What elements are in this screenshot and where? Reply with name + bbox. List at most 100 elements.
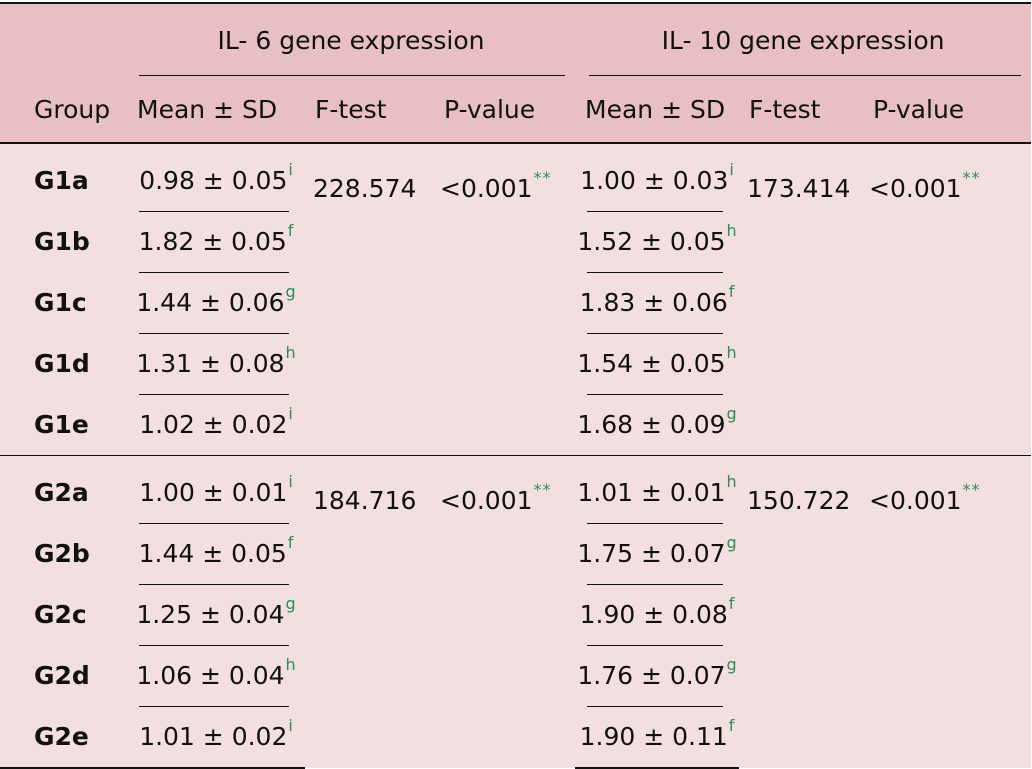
table-row: G1e 1.02 ± 0.02i 1.68 ± 0.09g — [0, 394, 1031, 456]
il6-pvalue-cell: <0.001** — [434, 150, 576, 456]
il6-mean-cell: 1.25 ± 0.04g — [127, 584, 305, 645]
il10-mean-cell: 1.00 ± 0.03i — [575, 150, 740, 211]
il6-significance-letter: h — [285, 655, 296, 674]
il10-significance-letter: h — [726, 472, 737, 491]
il6-mean-cell: 1.44 ± 0.05f — [127, 523, 305, 584]
il6-pvalue: <0.001 — [440, 174, 533, 203]
il10-mean-cell: 1.54 ± 0.05h — [575, 333, 740, 394]
il6-header-rule — [139, 75, 566, 76]
row-rule — [139, 272, 289, 273]
il6-mean-value: 1.25 ± 0.04 — [136, 600, 285, 629]
table-row: G1b 1.82 ± 0.05f 1.52 ± 0.05h — [0, 211, 1031, 272]
table-row: G2a 1.00 ± 0.01i 184.716 <0.001** 1.01 ± 0.0… — [0, 462, 1032, 768]
group-name: G2a — [0, 462, 127, 523]
il6-significance-letter: i — [288, 404, 293, 423]
group-name: G1d — [0, 333, 127, 394]
col-header-il6-pvalue: P-value — [434, 76, 576, 143]
row-rule — [139, 394, 289, 395]
il6-title: IL- 6 gene expression — [217, 25, 485, 55]
il10-mean-cell: 1.52 ± 0.05h — [575, 211, 740, 272]
il6-mean-value: 1.44 ± 0.06 — [136, 288, 285, 317]
il10-mean-value: 1.52 ± 0.05 — [577, 227, 726, 256]
il10-mean-cell: 1.76 ± 0.07g — [575, 645, 740, 706]
il6-ftest-value: 184.716 — [305, 462, 434, 768]
group-name: G2c — [0, 584, 127, 645]
il6-significance-letter: i — [288, 716, 293, 735]
il6-mean-value: 1.01 ± 0.02 — [139, 722, 288, 751]
il6-significance-letter: i — [288, 160, 293, 179]
il10-mean-cell: 1.01 ± 0.01h — [575, 462, 740, 523]
il10-mean-cell: 1.90 ± 0.11f — [575, 706, 740, 769]
row-rule — [587, 211, 724, 212]
row-rule — [139, 333, 289, 334]
il6-mean-cell: 1.06 ± 0.04h — [127, 645, 305, 706]
il6-mean-cell: 1.31 ± 0.08h — [127, 333, 305, 394]
col-header-il10-mean: Mean ± SD — [575, 76, 740, 143]
il6-mean-value: 1.44 ± 0.05 — [138, 539, 287, 568]
il6-significance-letter: f — [287, 533, 294, 552]
group-name: G2d — [0, 645, 127, 706]
il6-mean-cell: 1.01 ± 0.02i — [127, 706, 305, 769]
spacer-cell — [0, 455, 1032, 462]
il6-significance-letter: i — [288, 472, 293, 491]
table-header: IL- 6 gene expression IL- 10 gene expres… — [0, 3, 1032, 143]
il10-mean-cell: 1.83 ± 0.06f — [575, 272, 740, 333]
group-name: G2e — [0, 706, 127, 769]
il6-pvalue: <0.001 — [440, 486, 533, 515]
group-name: G1c — [0, 272, 127, 333]
il10-significance-letter: f — [728, 716, 735, 735]
row-rule — [587, 706, 724, 707]
il10-significance-letter: i — [729, 160, 734, 179]
il6-significance-letter: g — [285, 282, 296, 301]
il10-pvalue: <0.001 — [869, 174, 962, 203]
il6-significance-letter: g — [285, 594, 296, 613]
il6-ftest-value: 228.574 — [305, 150, 434, 456]
il10-header: IL- 10 gene expression — [575, 3, 1032, 76]
il10-mean-cell: 1.68 ± 0.09g — [575, 394, 740, 456]
row-rule — [587, 523, 724, 524]
il10-significance-letter: g — [726, 533, 737, 552]
il10-header-rule — [589, 75, 1022, 76]
il10-mean-value: 1.83 ± 0.06 — [579, 288, 728, 317]
row-rule — [139, 523, 289, 524]
il10-ftest-value: 150.722 — [739, 462, 864, 768]
row-rule — [587, 394, 724, 395]
spacer-cell — [0, 143, 1032, 150]
table-row: G1a 0.98 ± 0.05i 228.574 <0.001** 1.00 ± 0.0… — [0, 150, 1032, 456]
il6-pvalue-cell: <0.001** — [434, 462, 576, 768]
il10-significance-stars: ** — [962, 480, 981, 499]
il6-mean-value: 1.06 ± 0.04 — [136, 661, 285, 690]
group-name: G1e — [0, 394, 127, 456]
table-row: G2b 1.44 ± 0.05f 1.75 ± 0.07g — [0, 523, 1031, 584]
il6-significance-stars: ** — [533, 480, 552, 499]
il10-mean-value: 1.68 ± 0.09 — [577, 410, 726, 439]
group-spacer — [0, 143, 1032, 150]
col-header-il10-ftest: F-test — [739, 76, 864, 143]
il6-mean-value: 1.31 ± 0.08 — [136, 349, 285, 378]
il10-ftest-value: 173.414 — [739, 150, 864, 456]
table-row: G1c 1.44 ± 0.06g 1.83 ± 0.06f — [0, 272, 1031, 333]
row-rule — [587, 584, 724, 585]
row-rule — [139, 706, 289, 707]
il10-mean-value: 1.54 ± 0.05 — [577, 349, 726, 378]
il6-significance-letter: f — [287, 221, 294, 240]
il10-title: IL- 10 gene expression — [661, 25, 945, 55]
il6-mean-cell: 1.82 ± 0.05f — [127, 211, 305, 272]
col-header-il10-pvalue: P-value — [863, 76, 1032, 143]
il10-mean-value: 1.90 ± 0.11 — [579, 722, 728, 751]
row-rule — [139, 211, 289, 212]
il6-header: IL- 6 gene expression — [127, 3, 576, 76]
group-spacer — [0, 455, 1032, 462]
il10-mean-value: 1.75 ± 0.07 — [577, 539, 726, 568]
il10-pvalue-cell: <0.001** — [863, 150, 1032, 456]
il10-significance-letter: f — [728, 282, 735, 301]
row-rule — [139, 584, 289, 585]
il10-mean-value: 1.76 ± 0.07 — [577, 661, 726, 690]
row-rule — [587, 272, 724, 273]
il10-significance-letter: g — [726, 404, 737, 423]
group-name: G1a — [0, 150, 127, 211]
il10-mean-value: 1.00 ± 0.03 — [580, 166, 729, 195]
table-row: G2d 1.06 ± 0.04h 1.76 ± 0.07g — [0, 645, 1031, 706]
